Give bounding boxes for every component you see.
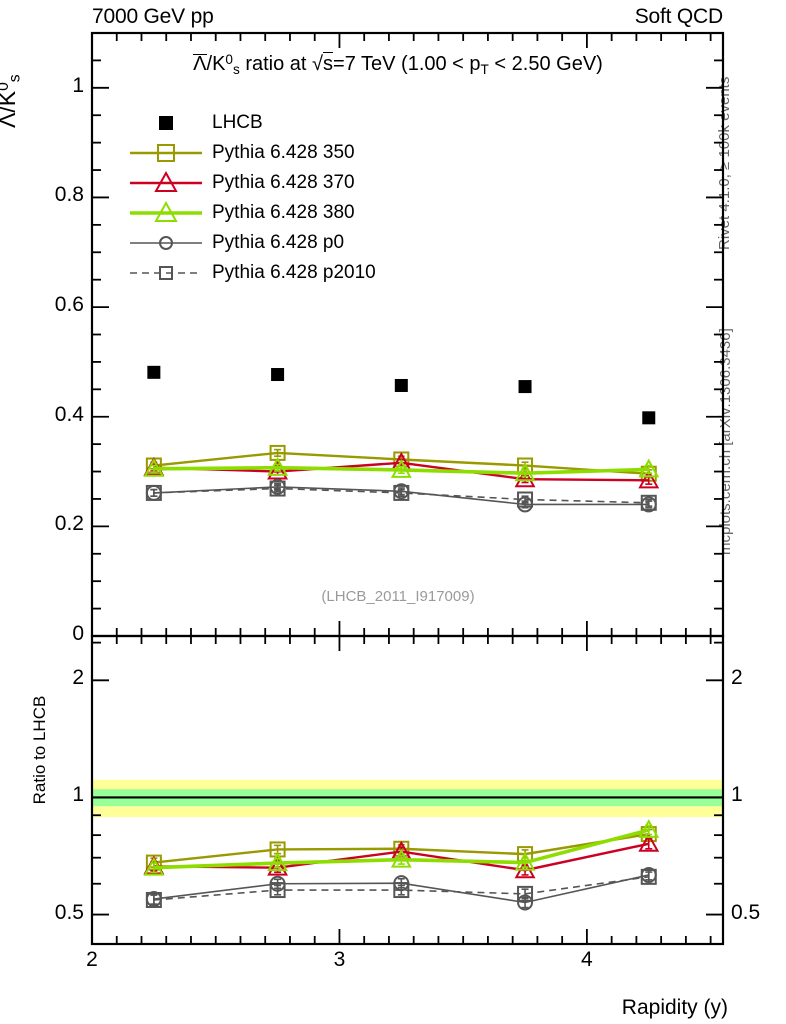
main-y-tick-label: 0.6 — [54, 293, 84, 317]
legend-key-open-triangle-icon — [128, 198, 204, 228]
legend-item-label: Pythia 6.428 380 — [212, 202, 355, 223]
main-y-tick-label: 0.2 — [54, 512, 84, 536]
legend-item[interactable]: Pythia 6.428 370 — [128, 168, 376, 198]
legend-item[interactable]: Pythia 6.428 350 — [128, 138, 376, 168]
main-panel-series — [143, 365, 660, 513]
legend-item[interactable]: LHCB — [128, 108, 376, 138]
legend-key-open-circle-icon — [128, 228, 204, 258]
x-tick-label: 2 — [86, 948, 98, 971]
main-panel-frame — [90, 31, 725, 638]
legend-item-label: Pythia 6.428 370 — [212, 172, 355, 193]
main-y-tick-label: 0 — [72, 622, 84, 645]
ratio-y-tick-label-left: 1 — [72, 783, 84, 807]
legend-key-open-square-icon — [128, 138, 204, 168]
plot-title: Λ/K0s ratio at √s=7 TeV (1.00 < pT < 2.5… — [193, 52, 603, 77]
ratio-y-tick-label-left: 0.5 — [54, 900, 84, 924]
legend-key-filled-square-icon — [128, 108, 204, 138]
legend-item[interactable]: Pythia 6.428 p2010 — [128, 258, 376, 288]
legend-item[interactable]: Pythia 6.428 380 — [128, 198, 376, 228]
main-y-tick-label: 0.4 — [54, 402, 84, 426]
legend-item-label: LHCB — [212, 112, 263, 133]
x-tick-label: 4 — [581, 948, 593, 971]
main-y-tick-label: 0.8 — [54, 183, 84, 207]
x-axis-label: Rapidity (y) — [621, 996, 728, 1019]
ratio-y-tick-label-right: 0.5 — [731, 900, 761, 924]
series-line-pythia-6-428-p2010 — [153, 876, 649, 901]
ratio-y-tick-label-left: 2 — [72, 666, 84, 690]
legend-item[interactable]: Pythia 6.428 p0 — [128, 228, 376, 258]
legend-item-label: Pythia 6.428 p0 — [212, 232, 345, 253]
header-process: Soft QCD — [634, 5, 723, 28]
x-tick-label: 3 — [333, 948, 346, 971]
series-line-pythia-6-428-p2010 — [153, 487, 649, 504]
legend-key-open-square-icon — [128, 258, 204, 288]
legend-item-label: Pythia 6.428 350 — [212, 142, 355, 163]
analysis-id-watermark: (LHCB_2011_I917009) — [321, 588, 475, 605]
header-beam-energy: 7000 GeV pp — [92, 5, 214, 28]
ratio-panel-frame — [90, 634, 725, 946]
ratio-y-tick-label-right: 2 — [731, 666, 743, 690]
legend: LHCB Pythia 6.428 350 Pythia 6.428 370 Pyth… — [128, 108, 376, 288]
ratio-y-tick-label-right: 1 — [731, 783, 743, 807]
legend-item-label: Pythia 6.428 p2010 — [212, 262, 376, 283]
ratio-panel-series — [143, 819, 660, 911]
legend-key-open-triangle-icon — [128, 168, 204, 198]
main-y-tick-label: 1 — [72, 73, 84, 97]
